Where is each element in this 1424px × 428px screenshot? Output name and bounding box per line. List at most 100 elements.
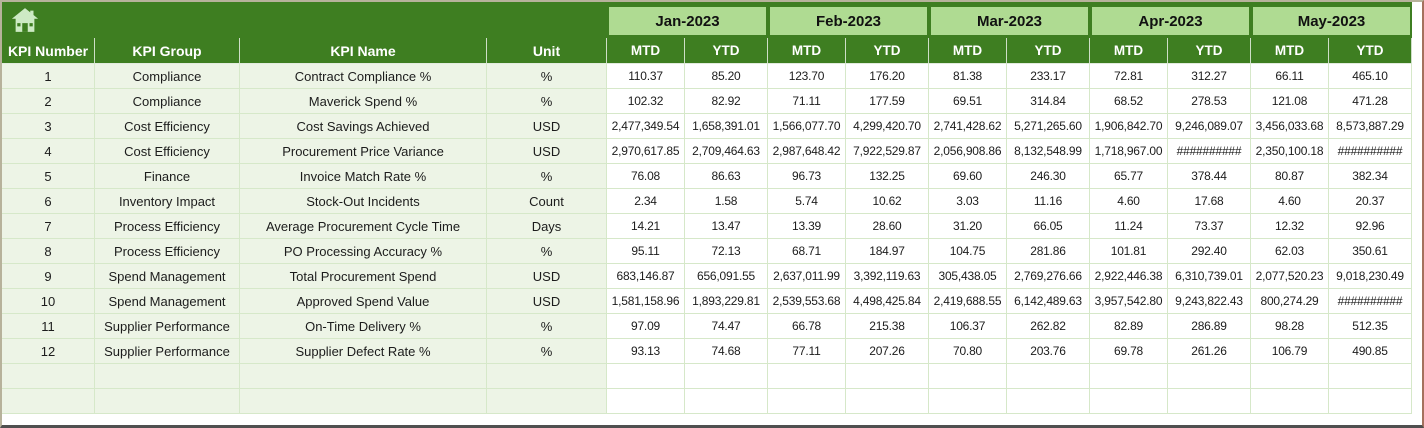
month-header-0[interactable]: Jan-2023 [607,2,768,38]
empty-cell[interactable] [1168,389,1251,414]
cell-value[interactable]: 177.59 [846,89,929,114]
cell-value[interactable]: 2.34 [607,189,685,214]
cell-value[interactable]: 74.47 [685,314,768,339]
cell-value[interactable]: 184.97 [846,239,929,264]
empty-cell[interactable] [929,364,1007,389]
cell-value[interactable]: 8,132,548.99 [1007,139,1090,164]
empty-cell[interactable] [607,364,685,389]
cell-kpi-name[interactable]: Total Procurement Spend [240,264,487,289]
cell-kpi-number[interactable]: 8 [2,239,95,264]
cell-value[interactable]: 96.73 [768,164,846,189]
cell-value[interactable]: 85.20 [685,64,768,89]
cell-value[interactable]: 261.26 [1168,339,1251,364]
cell-kpi-number[interactable]: 10 [2,289,95,314]
cell-value[interactable]: 69.51 [929,89,1007,114]
cell-value[interactable]: 97.09 [607,314,685,339]
empty-cell[interactable] [1007,364,1090,389]
cell-value[interactable]: 69.78 [1090,339,1168,364]
cell-kpi-name[interactable]: Procurement Price Variance [240,139,487,164]
cell-value[interactable]: 6,310,739.01 [1168,264,1251,289]
empty-cell[interactable] [1329,389,1412,414]
cell-value[interactable]: 68.52 [1090,89,1168,114]
cell-value[interactable]: 101.81 [1090,239,1168,264]
subheader-ytd-month-1[interactable]: YTD [846,38,929,64]
cell-kpi-group[interactable]: Cost Efficiency [95,139,240,164]
cell-value[interactable]: 73.37 [1168,214,1251,239]
cell-value[interactable]: 4.60 [1251,189,1329,214]
empty-cell[interactable] [487,389,607,414]
empty-cell[interactable] [768,364,846,389]
cell-kpi-name[interactable]: Invoice Match Rate % [240,164,487,189]
cell-unit[interactable]: Count [487,189,607,214]
empty-cell[interactable] [1007,389,1090,414]
cell-value[interactable]: 121.08 [1251,89,1329,114]
cell-kpi-number[interactable]: 6 [2,189,95,214]
cell-value[interactable]: 5,271,265.60 [1007,114,1090,139]
cell-value[interactable]: 13.47 [685,214,768,239]
cell-unit[interactable]: % [487,64,607,89]
cell-value[interactable]: 76.08 [607,164,685,189]
empty-cell[interactable] [1251,364,1329,389]
cell-kpi-name[interactable]: Average Procurement Cycle Time [240,214,487,239]
cell-value[interactable]: 17.68 [1168,189,1251,214]
cell-value[interactable]: 28.60 [846,214,929,239]
cell-value[interactable]: 8,573,887.29 [1329,114,1412,139]
cell-value[interactable]: 278.53 [1168,89,1251,114]
cell-kpi-number[interactable]: 11 [2,314,95,339]
cell-kpi-group[interactable]: Compliance [95,64,240,89]
cell-value[interactable]: 9,243,822.43 [1168,289,1251,314]
cell-kpi-name[interactable]: Maverick Spend % [240,89,487,114]
empty-cell[interactable] [2,364,95,389]
cell-value[interactable]: 378.44 [1168,164,1251,189]
month-header-1[interactable]: Feb-2023 [768,2,929,38]
cell-value[interactable]: 281.86 [1007,239,1090,264]
empty-cell[interactable] [1168,364,1251,389]
cell-value[interactable]: 2,987,648.42 [768,139,846,164]
cell-value[interactable]: 3,456,033.68 [1251,114,1329,139]
cell-value[interactable]: 2,539,553.68 [768,289,846,314]
cell-value[interactable]: 68.71 [768,239,846,264]
cell-value[interactable]: 512.35 [1329,314,1412,339]
cell-value[interactable]: 70.80 [929,339,1007,364]
cell-kpi-name[interactable]: On-Time Delivery % [240,314,487,339]
cell-kpi-number[interactable]: 1 [2,64,95,89]
cell-value[interactable]: 1,581,158.96 [607,289,685,314]
cell-value[interactable]: 314.84 [1007,89,1090,114]
cell-value[interactable]: 104.75 [929,239,1007,264]
column-header-0[interactable]: KPI Number [2,38,95,64]
cell-unit[interactable]: USD [487,139,607,164]
empty-cell[interactable] [95,389,240,414]
cell-value[interactable]: 86.63 [685,164,768,189]
cell-value[interactable]: 77.11 [768,339,846,364]
cell-kpi-group[interactable]: Process Efficiency [95,214,240,239]
empty-cell[interactable] [240,389,487,414]
cell-unit[interactable]: % [487,89,607,114]
cell-value[interactable]: 2,637,011.99 [768,264,846,289]
cell-kpi-group[interactable]: Spend Management [95,264,240,289]
column-header-2[interactable]: KPI Name [240,38,487,64]
empty-cell[interactable] [685,364,768,389]
subheader-mtd-month-2[interactable]: MTD [929,38,1007,64]
cell-value[interactable]: 110.37 [607,64,685,89]
cell-value[interactable]: 82.92 [685,89,768,114]
cell-value[interactable]: 95.11 [607,239,685,264]
subheader-mtd-month-1[interactable]: MTD [768,38,846,64]
cell-value[interactable]: 69.60 [929,164,1007,189]
cell-unit[interactable]: % [487,164,607,189]
cell-value[interactable]: 66.11 [1251,64,1329,89]
cell-unit[interactable]: % [487,314,607,339]
cell-value[interactable]: 9,018,230.49 [1329,264,1412,289]
cell-value[interactable]: 246.30 [1007,164,1090,189]
cell-kpi-name[interactable]: Stock-Out Incidents [240,189,487,214]
cell-value[interactable]: 5.74 [768,189,846,214]
home-button[interactable] [2,2,607,38]
cell-value[interactable]: 106.37 [929,314,1007,339]
cell-value[interactable]: 6,142,489.63 [1007,289,1090,314]
cell-value[interactable]: 2,419,688.55 [929,289,1007,314]
cell-value[interactable]: 1.58 [685,189,768,214]
cell-value[interactable]: 3,957,542.80 [1090,289,1168,314]
cell-value[interactable]: 1,718,967.00 [1090,139,1168,164]
cell-value[interactable]: 92.96 [1329,214,1412,239]
cell-value[interactable]: 62.03 [1251,239,1329,264]
cell-value[interactable]: 683,146.87 [607,264,685,289]
